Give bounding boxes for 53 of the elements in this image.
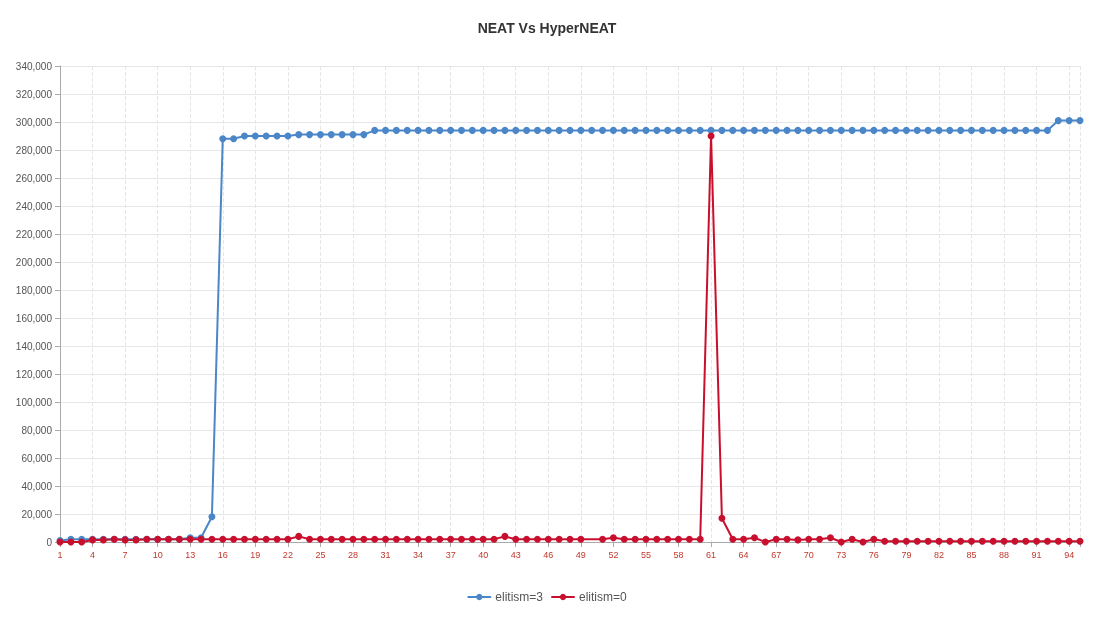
- x-tick-label: 94: [1064, 549, 1075, 560]
- x-tick-label: 52: [608, 549, 619, 560]
- x-tick-label: 1: [57, 549, 63, 560]
- y-tick-label: 0: [46, 536, 53, 548]
- legend-label: elitism=0: [579, 590, 628, 604]
- x-tick-label: 4: [90, 549, 96, 560]
- x-tick-label: 19: [250, 549, 261, 560]
- x-tick-label: 22: [282, 549, 293, 560]
- legend-label: elitism=3: [495, 590, 544, 604]
- x-tick-label: 61: [706, 549, 717, 560]
- y-tick-label: 340,000: [15, 60, 53, 72]
- y-tick-label: 220,000: [15, 228, 53, 240]
- y-tick-label: 80,000: [21, 424, 53, 436]
- y-tick-label: 40,000: [21, 480, 53, 492]
- x-tick-label: 13: [185, 549, 196, 560]
- x-tick-label: 82: [933, 549, 944, 560]
- y-tick-label: 320,000: [15, 88, 53, 100]
- y-tick-label: 140,000: [15, 340, 53, 352]
- y-tick-label: 60,000: [21, 452, 53, 464]
- x-tick-label: 10: [152, 549, 163, 560]
- y-tick-label: 120,000: [15, 368, 53, 380]
- y-tick-label: 240,000: [15, 200, 53, 212]
- x-tick-label: 91: [1031, 549, 1042, 560]
- y-tick-label: 20,000: [21, 508, 53, 520]
- x-tick-label: 49: [575, 549, 586, 560]
- x-tick-label: 85: [966, 549, 977, 560]
- chart-title: NEAT Vs HyperNEAT: [477, 20, 617, 36]
- y-tick-label: 160,000: [15, 312, 53, 324]
- x-tick-label: 46: [543, 549, 554, 560]
- y-tick-label: 300,000: [15, 116, 53, 128]
- x-tick-label: 67: [771, 549, 782, 560]
- x-tick-label: 58: [673, 549, 684, 560]
- x-tick-label: 88: [999, 549, 1010, 560]
- y-tick-label: 180,000: [15, 284, 53, 296]
- x-tick-label: 16: [217, 549, 228, 560]
- x-tick-label: 43: [510, 549, 521, 560]
- x-tick-label: 64: [738, 549, 749, 560]
- x-tick-label: 37: [445, 549, 456, 560]
- x-tick-label: 70: [803, 549, 814, 560]
- y-tick-label: 280,000: [15, 144, 53, 156]
- x-tick-label: 31: [380, 549, 391, 560]
- y-tick-label: 260,000: [15, 172, 53, 184]
- x-tick-label: 34: [413, 549, 424, 560]
- x-tick-label: 25: [315, 549, 326, 560]
- x-tick-label: 76: [868, 549, 879, 560]
- y-tick-label: 100,000: [15, 396, 53, 408]
- y-tick-label: 200,000: [15, 256, 53, 268]
- x-tick-label: 79: [901, 549, 912, 560]
- x-tick-label: 73: [836, 549, 847, 560]
- x-tick-label: 55: [640, 549, 651, 560]
- x-tick-label: 28: [347, 549, 358, 560]
- x-tick-label: 7: [122, 549, 128, 560]
- x-tick-label: 40: [478, 549, 489, 560]
